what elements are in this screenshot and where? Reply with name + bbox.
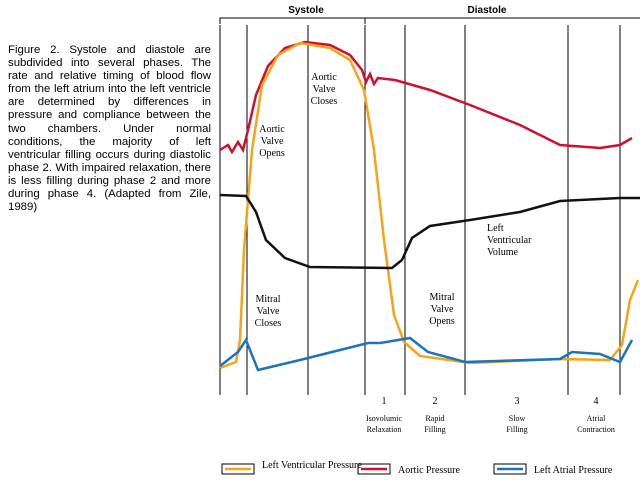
phase-number: 2 bbox=[433, 396, 438, 407]
legend-box bbox=[493, 463, 527, 475]
label-line: Aortic bbox=[311, 72, 337, 83]
label-line: Opens bbox=[429, 316, 455, 327]
phase-name: Filling bbox=[424, 425, 445, 434]
label-line: Opens bbox=[259, 148, 285, 159]
phase-name: Atrial bbox=[587, 414, 606, 423]
lv-volume-curve bbox=[219, 193, 640, 270]
period-label: Diastole bbox=[468, 5, 507, 16]
phase-number: 4 bbox=[594, 396, 599, 407]
label-line: Mitral bbox=[430, 292, 455, 303]
phase-labels: 1 Isovolumic Relaxation 2 Rapid Filling … bbox=[366, 396, 615, 434]
label-line: Left bbox=[487, 223, 504, 234]
annotation: Aortic Valve Opens Aortic Valve Closes L… bbox=[255, 72, 532, 329]
label-line: Ventricular bbox=[487, 235, 532, 246]
legend-box bbox=[221, 463, 255, 475]
label-line: Valve bbox=[261, 136, 284, 147]
period-bracket bbox=[219, 17, 640, 24]
label-line: Valve bbox=[431, 304, 454, 315]
legend-box bbox=[357, 463, 391, 475]
legend: Left Ventricular Pressure Aortic Pressur… bbox=[221, 460, 613, 476]
label-line: Valve bbox=[313, 84, 336, 95]
label-line: Mitral bbox=[256, 294, 281, 305]
phase-name: Slow bbox=[509, 414, 526, 423]
legend-label: Left Ventricular Pressure bbox=[262, 460, 362, 471]
label-line: Volume bbox=[487, 247, 518, 258]
phase-name: Isovolumic bbox=[366, 414, 402, 423]
label-line: Valve bbox=[257, 306, 280, 317]
period-label: Systole bbox=[288, 5, 324, 16]
phase-name: Filling bbox=[506, 425, 527, 434]
label-line: Closes bbox=[255, 318, 282, 329]
phase-name: Rapid bbox=[425, 414, 444, 423]
legend-label: Left Atrial Pressure bbox=[534, 465, 613, 476]
phase-name: Contraction bbox=[577, 425, 615, 434]
label-line: Closes bbox=[311, 96, 338, 107]
label-line: Aortic bbox=[259, 124, 285, 135]
caption: Figure 2. Systole and diastole are subdi… bbox=[8, 44, 211, 214]
la-pressure-curve bbox=[219, 336, 634, 372]
phase-lines bbox=[219, 25, 621, 395]
phase-number: 1 bbox=[382, 396, 387, 407]
phase-name: Relaxation bbox=[367, 425, 402, 434]
legend-label: Aortic Pressure bbox=[398, 465, 460, 476]
aortic-pressure-curve bbox=[219, 40, 633, 155]
phase-number: 3 bbox=[515, 396, 520, 407]
